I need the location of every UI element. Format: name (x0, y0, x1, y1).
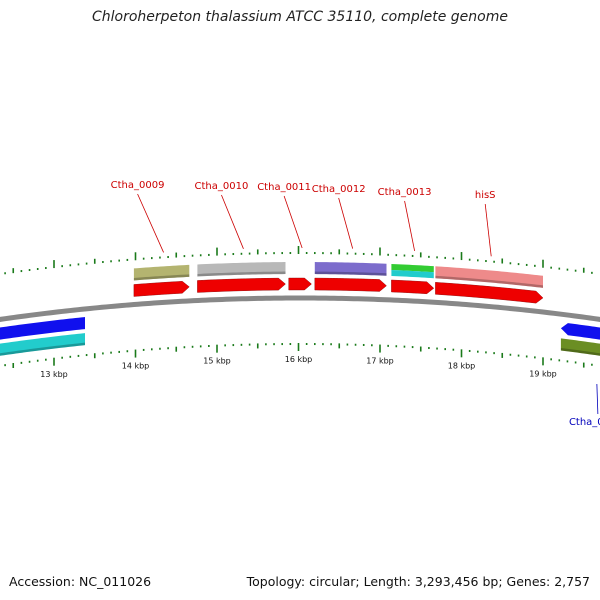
feature-block (435, 266, 543, 288)
callout-leader (484, 203, 492, 257)
gene-label: Ctha_0011 (257, 182, 311, 193)
gene-arrow (314, 277, 387, 292)
feature-shadow (560, 347, 600, 356)
feature-block (391, 269, 434, 279)
callout-leader (404, 200, 415, 252)
axis-label: 14 kbp (122, 362, 150, 371)
gene-label: Ctha_0010 (195, 181, 249, 192)
gene-label: Ctha_0009 (111, 180, 165, 191)
gene-label: Ctha_0013 (378, 187, 432, 198)
genome-backbone (0, 295, 600, 322)
gene-arrow (288, 277, 312, 291)
gene-callouts: Ctha_0009 Ctha_0010 Ctha_0011 Ctha_0012 Ctha… (111, 180, 600, 428)
gene-label: hisS (475, 190, 496, 201)
gene-arrow (0, 317, 85, 340)
genome-summary: Topology: circular; Length: 3,293,456 bp… (246, 574, 590, 589)
gene-label: Ctha_0015 (569, 417, 600, 428)
callout-leader (338, 197, 354, 249)
map-title: Chloroherpeton thalassium ATCC 35110, co… (92, 9, 508, 25)
feature-tracks (0, 262, 600, 356)
axis-label: 13 kbp (40, 370, 68, 379)
feature-block (0, 333, 85, 356)
feature-block (560, 338, 600, 356)
gene-arrow (133, 281, 190, 297)
axis-label: 15 kbp (203, 357, 231, 366)
gene-arrow (560, 323, 600, 340)
tick-marks (4, 246, 593, 368)
gene-label: Ctha_0012 (312, 184, 366, 195)
axis-label: 17 kbp (366, 357, 394, 366)
feature-block (391, 263, 434, 273)
axis-labels: 13 kbp 14 kbp 15 kbp 16 kbp 17 kbp 18 kbp 19 k… (40, 355, 557, 379)
callout-leader (221, 194, 244, 249)
feature-block (314, 262, 387, 276)
feature-shadow (435, 275, 543, 288)
gene-arrow (435, 282, 544, 304)
axis-label: 18 kbp (448, 361, 476, 370)
feature-shadow (314, 271, 387, 276)
gene-arrow (391, 279, 435, 294)
feature-block (133, 264, 190, 281)
feature-shadow (197, 271, 286, 277)
accession-label: Accession: NC_011026 (9, 574, 152, 589)
feature-shadow (133, 274, 190, 281)
callout-leader (137, 193, 164, 253)
axis-label: 16 kbp (285, 355, 313, 364)
gene-arrow (197, 277, 286, 293)
feature-block (197, 262, 286, 277)
axis-label: 19 kbp (529, 369, 557, 378)
callout-leader (596, 384, 599, 415)
callout-leader (283, 195, 303, 249)
feature-shadow (0, 342, 85, 356)
